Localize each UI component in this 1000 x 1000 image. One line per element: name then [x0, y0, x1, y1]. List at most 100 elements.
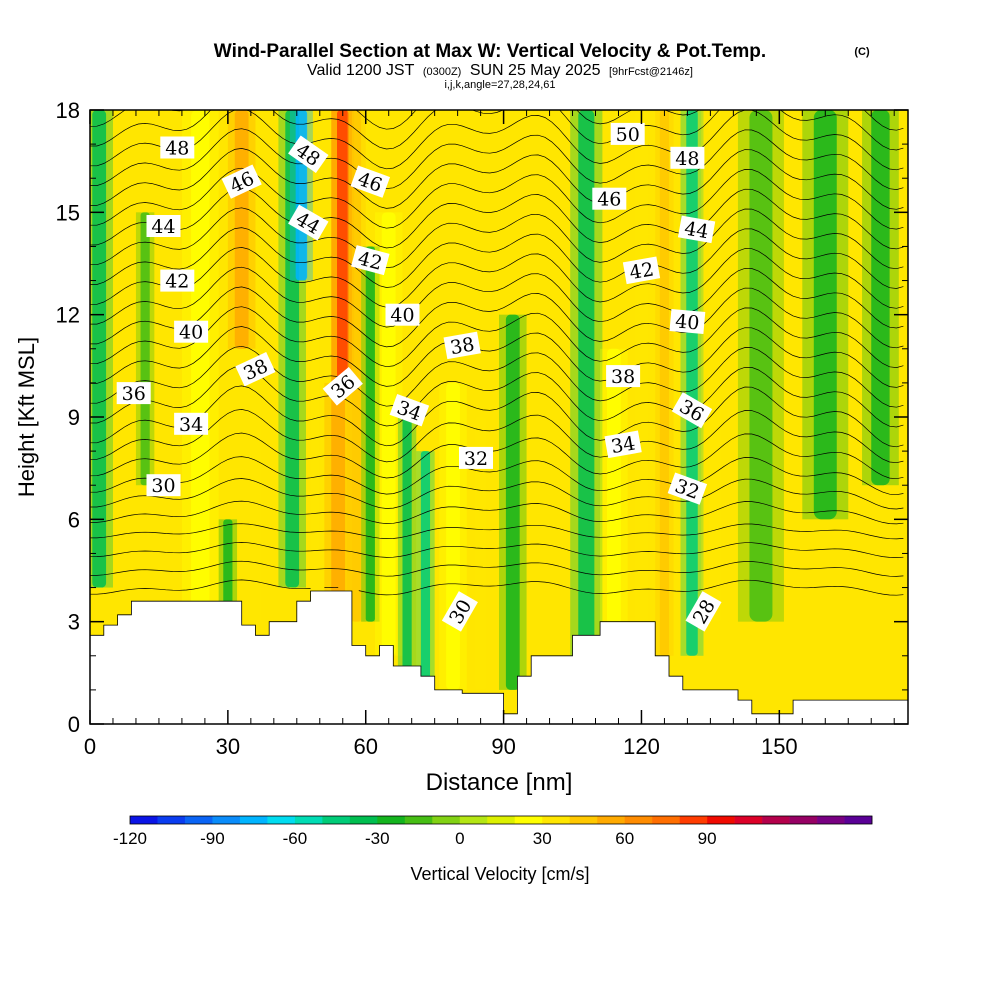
colorbar-tick-label: 0: [455, 829, 464, 848]
theta-label: 40: [174, 320, 209, 344]
colorbar-cell: [212, 816, 241, 824]
velocity-band: [813, 110, 837, 520]
colorbar-label: Vertical Velocity [cm/s]: [410, 864, 589, 884]
theta-contour: [90, 306, 904, 368]
colorbar-cell: [184, 816, 213, 824]
theta-label-text: 34: [179, 414, 203, 436]
subtitle-fcst: [9hrFcst@2146z]: [609, 66, 693, 78]
theta-label-text: 32: [464, 448, 488, 470]
theta-contour: [890, 110, 900, 111]
velocity-band: [295, 110, 308, 281]
theta-label-text: 34: [609, 432, 637, 458]
subtitle-utc: (0300Z): [423, 66, 462, 78]
theta-label: 30: [146, 474, 181, 497]
theta-label: 42: [160, 269, 195, 293]
theta-label-bg: [671, 392, 713, 429]
chart-subtitle: Valid 1200 JST (0300Z) SUN 25 May 2025 […: [307, 62, 693, 79]
theta-label-text: 42: [628, 258, 656, 284]
theta-contour: [90, 266, 904, 329]
colorbar-cell: [432, 816, 461, 824]
colorbar-tick-label: 60: [615, 829, 634, 848]
theta-label: 34: [604, 430, 642, 458]
colorbar-cell: [762, 816, 790, 824]
x-tick-label: 30: [216, 734, 240, 759]
theta-contour: [90, 167, 904, 230]
theta-label-bg: [443, 331, 481, 360]
chart-title: Wind-Parallel Section at Max W: Vertical…: [214, 41, 766, 62]
theta-label-text: 36: [122, 383, 146, 405]
velocity-band: [749, 110, 773, 622]
terrain: [90, 590, 908, 724]
colorbar-cell: [349, 816, 378, 824]
x-axis-label: Distance [nm]: [426, 769, 573, 796]
colorbar-cell: [267, 816, 296, 824]
colorbar-cell: [404, 816, 433, 824]
velocity-band: [474, 417, 487, 690]
theta-label-bg: [610, 122, 645, 145]
theta-label-bg: [322, 366, 363, 406]
theta-label-bg: [288, 204, 329, 241]
theta-label-text: 48: [675, 148, 699, 170]
theta-contour: [90, 456, 904, 496]
theta-label-text: 38: [611, 366, 635, 388]
theta-contour: [90, 432, 904, 480]
velocity-band: [402, 417, 412, 690]
velocity-band: [234, 110, 249, 349]
theta-contour: [90, 110, 904, 151]
theta-label: 36: [116, 382, 151, 405]
theta-label-bg: [160, 136, 195, 159]
theta-label-bg: [146, 215, 181, 237]
velocity-band: [365, 246, 375, 622]
theta-label-bg: [160, 269, 195, 292]
theta-label: 50: [610, 122, 645, 146]
theta-label: 46: [592, 187, 627, 211]
title-mark: (C): [854, 46, 870, 58]
velocity-field: [90, 110, 899, 690]
theta-label: 36: [322, 366, 363, 406]
theta-contour: [90, 187, 904, 250]
colorbar-cell: [157, 816, 186, 824]
theta-label-bg: [592, 187, 627, 210]
x-tick-label: 90: [491, 734, 515, 759]
theta-label-bg: [389, 394, 430, 427]
theta-label-bg: [667, 472, 708, 505]
velocity-band: [191, 110, 210, 622]
velocity-band: [505, 314, 520, 690]
velocity-band: [578, 110, 595, 656]
theta-contour: [90, 227, 904, 289]
theta-label-bg: [685, 591, 722, 632]
subtitle-date: SUN 25 May 2025: [470, 62, 601, 79]
colorbar-cell: [817, 816, 845, 824]
colorbar-tick-label: -90: [200, 829, 225, 848]
colorbar-cell: [459, 816, 488, 824]
y-axis-label: Height [Kft MSL]: [14, 337, 39, 497]
x-tick-label: 150: [761, 734, 798, 759]
theta-label-text: 48: [165, 138, 189, 160]
theta-contour: [90, 542, 904, 558]
y-tick-label: 12: [56, 303, 80, 328]
theta-label-text: 50: [616, 124, 640, 146]
theta-label-text: 44: [151, 216, 175, 238]
velocity-band: [708, 110, 722, 622]
colorbar-tick-label: 30: [533, 829, 552, 848]
theta-contour: [90, 207, 904, 270]
theta-label-bg: [669, 309, 706, 334]
velocity-band: [420, 451, 431, 690]
velocity-band: [310, 280, 320, 554]
theta-label: 34: [174, 412, 209, 436]
colorbar-cell: [130, 816, 158, 824]
velocity-band: [223, 519, 233, 622]
theta-contour: [90, 286, 904, 349]
theta-label-text: 40: [179, 322, 203, 344]
theta-label-bg: [459, 446, 493, 469]
y-tick-label: 9: [68, 405, 80, 430]
theta-contour: [90, 579, 904, 596]
theta-contour: [90, 523, 904, 540]
theta-label: 38: [606, 365, 641, 388]
velocity-band: [92, 110, 107, 588]
velocity-band: [331, 382, 346, 622]
y-tick-label: 6: [68, 507, 80, 532]
theta-label-text: 44: [683, 217, 711, 243]
